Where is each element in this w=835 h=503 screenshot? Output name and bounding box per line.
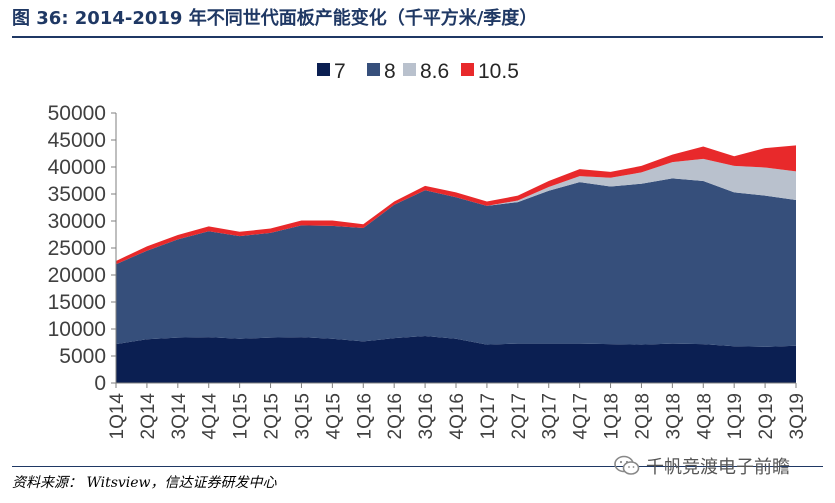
footer-divider [12, 466, 823, 467]
x-tick-label: 2Q17 [509, 393, 530, 439]
x-tick-label: 1Q16 [354, 393, 375, 439]
y-tick-label: 25000 [48, 237, 106, 260]
x-tick-label: 2Q16 [385, 393, 406, 439]
series-area-10-5 [116, 145, 796, 265]
x-tick-label: 1Q19 [725, 393, 746, 439]
chart-areas [116, 145, 796, 383]
legend-swatch-10-5 [461, 63, 474, 76]
legend-label-8-6: 8.6 [420, 60, 449, 83]
x-tick-label: 2Q19 [756, 393, 777, 439]
series-area-7 [116, 336, 796, 383]
legend-label-10-5: 10.5 [478, 60, 519, 83]
chart-axes: 0 5000 10000 15000 20000 25000 30000 35000 40000… [48, 102, 808, 439]
y-tick-label: 30000 [48, 210, 106, 233]
x-tick-label: 1Q18 [602, 393, 623, 439]
x-tick-label: 3Q17 [540, 393, 561, 439]
legend-swatch-8-6 [403, 63, 416, 76]
x-tick-label: 1Q17 [478, 393, 499, 439]
x-tick-label: 4Q16 [447, 393, 468, 439]
y-tick-label: 10000 [48, 318, 106, 341]
watermark-text: 千帆竞渡电子前瞻 [646, 457, 790, 478]
x-tick-label: 3Q19 [787, 393, 808, 439]
x-tick-label: 4Q15 [323, 393, 344, 439]
y-tick-label: 15000 [48, 291, 106, 314]
title-divider [12, 36, 823, 38]
x-tick-label: 3Q14 [169, 393, 190, 440]
y-tick-label: 0 [94, 372, 106, 395]
y-tick-label: 40000 [48, 156, 106, 179]
x-tick-label: 4Q14 [200, 393, 221, 440]
watermark: 千帆竞渡电子前瞻 [614, 454, 790, 478]
series-area-8-6 [116, 158, 796, 265]
source-note: 资料来源： Witsview，信达证券研发中心 [12, 475, 277, 491]
legend-swatch-8 [367, 63, 380, 76]
x-tick-label: 4Q17 [571, 393, 592, 439]
wechat-icon [614, 455, 640, 475]
x-tick-label: 2Q18 [632, 393, 653, 439]
x-tick-label: 4Q18 [694, 393, 715, 439]
x-tick-label: 2Q14 [138, 393, 159, 440]
legend-label-7: 7 [334, 60, 346, 83]
y-tick-label: 50000 [48, 102, 106, 125]
x-tick-label: 3Q15 [292, 393, 313, 439]
legend-label-8: 8 [384, 60, 396, 83]
y-tick-label: 20000 [48, 264, 106, 287]
series-area-8 [116, 178, 796, 347]
y-tick-label: 45000 [48, 129, 106, 152]
x-tick-label: 3Q16 [416, 393, 437, 439]
y-tick-label: 35000 [48, 183, 106, 206]
x-tick-label: 2Q15 [262, 393, 283, 439]
x-tick-label: 1Q15 [231, 393, 252, 439]
legend-swatch-7 [317, 63, 330, 76]
x-tick-label: 1Q14 [107, 393, 128, 440]
figure-title: 图 36: 2014-2019 年不同世代面板产能变化（千平方米/季度） [12, 8, 538, 29]
y-tick-label: 5000 [59, 345, 106, 368]
chart-legend: 7 8 8.6 10.5 [317, 60, 519, 83]
x-tick-label: 3Q18 [663, 393, 684, 439]
